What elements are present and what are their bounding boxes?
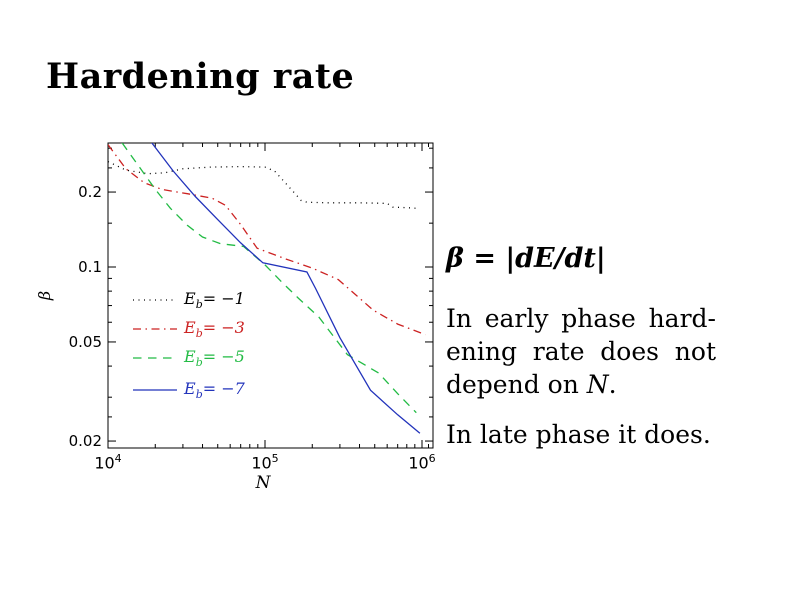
legend-eq: = −7 xyxy=(202,379,245,398)
y-tick-label-0.05: 0.05 xyxy=(68,333,102,351)
x-tick-label-1e4: 104 xyxy=(80,452,136,472)
x-tick-exp: 5 xyxy=(271,452,279,465)
slide-title: Hardening rate xyxy=(46,56,355,97)
paragraph-line: In late phase it does. xyxy=(446,420,711,449)
x-tick-exp: 6 xyxy=(428,452,436,465)
legend-eq: = −5 xyxy=(202,347,245,366)
paragraph-line: In early phase hard- xyxy=(446,304,716,333)
beta-definition-equation: β = |dE/dt| xyxy=(446,243,606,274)
legend-label-eb-minus-5: Eb= −5 xyxy=(184,347,245,370)
legend-sub: b xyxy=(195,388,203,402)
y-tick-label-0.02: 0.02 xyxy=(68,432,102,450)
hardening-rate-chart xyxy=(107,142,434,449)
curve-eb--3 xyxy=(108,144,426,336)
x-axis-label-N: N xyxy=(255,473,271,493)
legend-label-eb-minus-1: Eb= −1 xyxy=(184,289,245,312)
curve-eb--5 xyxy=(121,143,417,414)
legend-var: E xyxy=(184,318,196,337)
legend-var: E xyxy=(184,347,196,366)
y-axis-label-beta: β xyxy=(35,290,55,301)
late-phase-paragraph: In late phase it does. xyxy=(446,418,716,451)
legend-label-eb-minus-7: Eb= −7 xyxy=(184,379,245,402)
legend-eq: = −3 xyxy=(202,318,245,337)
paragraph-text: . xyxy=(608,370,617,399)
x-tick-base: 10 xyxy=(408,453,429,473)
legend-eq: = −1 xyxy=(202,289,245,308)
paragraph-text: depend on xyxy=(446,370,587,399)
x-tick-label-1e6: 106 xyxy=(394,452,450,472)
y-tick-label-0.2: 0.2 xyxy=(78,183,102,201)
curve-eb--7 xyxy=(151,143,421,434)
early-phase-paragraph: In early phase hard- ening rate does not… xyxy=(446,302,716,401)
paragraph-line: ening rate does not xyxy=(446,337,716,366)
curve-eb--1 xyxy=(108,161,419,210)
x-tick-label-1e5: 105 xyxy=(237,452,293,472)
legend-label-eb-minus-3: Eb= −3 xyxy=(184,318,245,341)
x-tick-exp: 4 xyxy=(114,452,122,465)
x-tick-base: 10 xyxy=(94,453,115,473)
y-tick-label-0.1: 0.1 xyxy=(78,258,102,276)
paragraph-line: depend on N. xyxy=(446,368,716,401)
legend-var: E xyxy=(184,379,196,398)
plot-frame xyxy=(107,142,434,449)
legend-var: E xyxy=(184,289,196,308)
legend-sub: b xyxy=(195,356,203,370)
legend-sub: b xyxy=(195,298,203,312)
legend-sub: b xyxy=(195,327,203,341)
math-var-N: N xyxy=(586,370,609,399)
x-tick-base: 10 xyxy=(251,453,272,473)
